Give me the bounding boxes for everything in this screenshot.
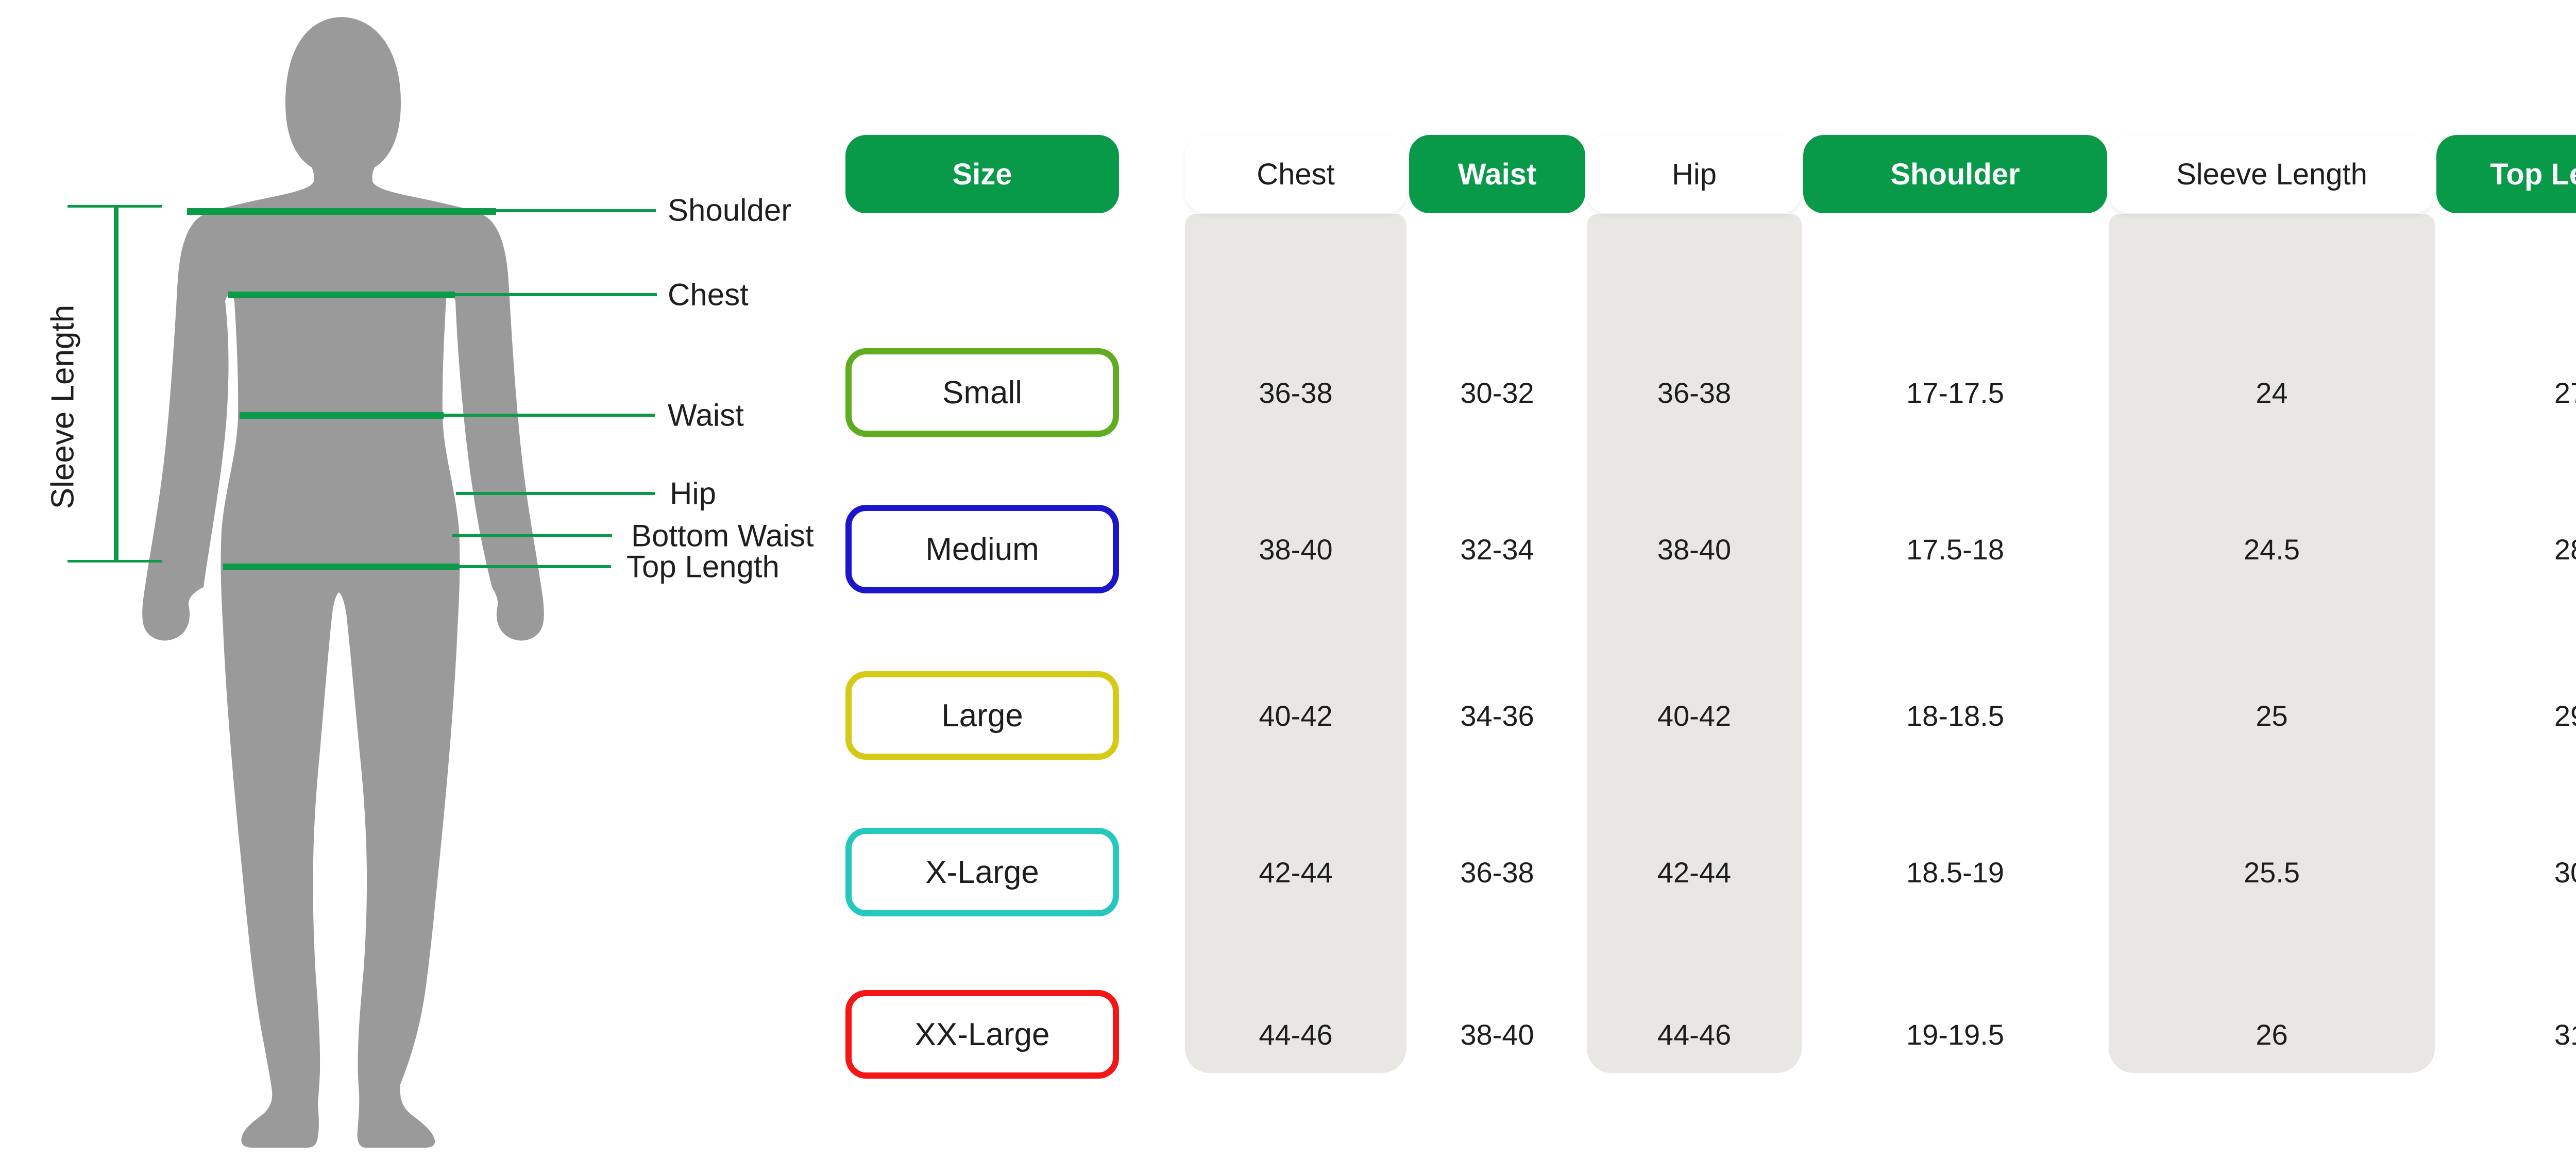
label-chest: Chest xyxy=(668,277,749,312)
column-header-chest: Chest xyxy=(1185,135,1406,213)
cell-shoulder-row1: 17-17.5 xyxy=(1906,376,2004,409)
chest-line-thin xyxy=(455,293,657,296)
cell-top-length-row4: 30 xyxy=(2554,856,2576,889)
cell-top-length-row2: 28 xyxy=(2554,533,2576,566)
cell-shoulder-row5: 19-19.5 xyxy=(1906,1018,2004,1051)
column-bg-sleeve-length xyxy=(2109,214,2435,1073)
sleeve-bracket-top-cap xyxy=(67,205,162,208)
cell-waist-row1: 30-32 xyxy=(1460,376,1534,409)
cell-sleeve-length-row2: 24.5 xyxy=(2244,533,2300,566)
cell-hip-row5: 44-46 xyxy=(1657,1018,1732,1051)
label-bottom-waist: Bottom Waist xyxy=(631,518,814,553)
cell-sleeve-length-row1: 24 xyxy=(2256,376,2288,409)
cell-top-length-row5: 31 xyxy=(2554,1018,2576,1051)
column-header-shoulder: Shoulder xyxy=(1803,135,2107,213)
cell-hip-row4: 42-44 xyxy=(1657,856,1732,889)
column-bg-hip xyxy=(1587,214,1802,1073)
cell-sleeve-length-row3: 25 xyxy=(2256,699,2288,732)
sleeve-bracket-bottom-cap xyxy=(67,560,162,563)
cell-chest-row4: 42-44 xyxy=(1259,856,1333,889)
cell-shoulder-row4: 18.5-19 xyxy=(1906,856,2004,889)
column-header-hip: Hip xyxy=(1587,135,1802,213)
label-shoulder: Shoulder xyxy=(668,193,792,228)
cell-hip-row3: 40-42 xyxy=(1657,699,1732,732)
label-hip: Hip xyxy=(670,476,717,511)
cell-top-length-row3: 29 xyxy=(2554,699,2576,732)
cell-sleeve-length-row4: 25.5 xyxy=(2244,856,2300,889)
cell-chest-row1: 36-38 xyxy=(1259,376,1333,409)
shoulder-line-thick xyxy=(187,208,496,215)
cell-chest-row2: 38-40 xyxy=(1259,533,1333,566)
top-length-line-thick xyxy=(223,564,459,570)
column-header-size: Size xyxy=(845,135,1119,213)
cell-chest-row5: 44-46 xyxy=(1259,1018,1333,1051)
sleeve-bracket-vertical xyxy=(114,206,118,561)
cell-waist-row3: 34-36 xyxy=(1460,699,1534,732)
shoulder-line-thin xyxy=(496,209,656,212)
size-button-medium: Medium xyxy=(845,505,1119,593)
size-button-small: Small xyxy=(845,348,1119,437)
cell-waist-row2: 32-34 xyxy=(1460,533,1534,566)
cell-sleeve-length-row5: 26 xyxy=(2256,1018,2288,1051)
chest-line-thick xyxy=(228,292,455,298)
column-header-top-length: Top Length xyxy=(2436,135,2576,213)
cell-shoulder-row2: 17.5-18 xyxy=(1906,533,2004,566)
cell-top-length-row1: 27 xyxy=(2554,376,2576,409)
waist-line-thick xyxy=(240,412,444,419)
cell-shoulder-row3: 18-18.5 xyxy=(1906,699,2004,732)
column-header-sleeve-length: Sleeve Length xyxy=(2109,135,2435,213)
cell-chest-row3: 40-42 xyxy=(1259,699,1333,732)
column-bg-chest xyxy=(1185,214,1406,1073)
cell-hip-row1: 36-38 xyxy=(1657,376,1732,409)
male-body-silhouette xyxy=(142,17,544,1148)
size-button-x-large: X-Large xyxy=(845,828,1119,916)
cell-hip-row2: 38-40 xyxy=(1657,533,1732,566)
label-top-length: Top Length xyxy=(626,549,779,584)
cell-waist-row4: 36-38 xyxy=(1460,856,1534,889)
cell-waist-row5: 38-40 xyxy=(1460,1018,1534,1051)
label-waist: Waist xyxy=(668,398,744,433)
hip-line xyxy=(456,492,655,495)
size-button-xx-large: XX-Large xyxy=(845,990,1119,1079)
size-button-large: Large xyxy=(845,671,1119,760)
column-header-size-label: Size xyxy=(952,157,1012,191)
label-sleeve-length: Sleeve Length xyxy=(45,304,81,509)
bottom-waist-line xyxy=(452,534,612,537)
column-header-waist: Waist xyxy=(1409,135,1585,213)
top-length-line-thin xyxy=(459,565,611,568)
waist-line-thin xyxy=(444,414,655,417)
